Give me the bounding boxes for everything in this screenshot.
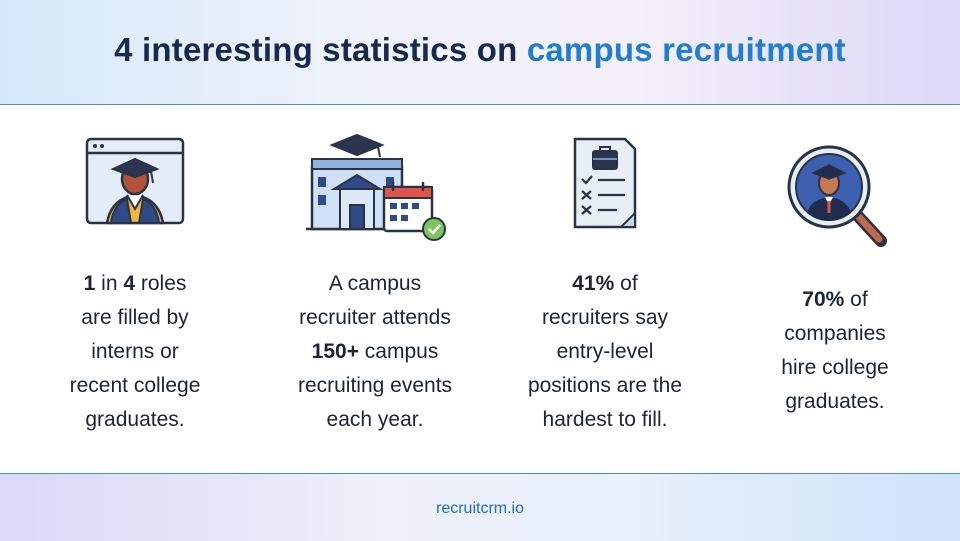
stat-line: recent college xyxy=(25,369,245,403)
stat-line: 150+ campus xyxy=(265,335,485,369)
stat-line: graduates. xyxy=(725,385,945,419)
job-checklist-icon xyxy=(573,137,637,229)
stat-run: campus xyxy=(358,340,439,363)
stat-run: roles xyxy=(135,272,187,295)
stat-run: recruiter attends xyxy=(299,306,451,329)
page-title: 4 interesting statistics on campus recru… xyxy=(114,31,846,69)
stat-run: graduates. xyxy=(85,408,185,431)
stat-line: interns or xyxy=(25,335,245,369)
stat-run: hire college xyxy=(781,356,889,379)
stat-text: 70% of companies hire college graduates. xyxy=(725,283,945,419)
stat-run: recruiters say xyxy=(541,306,669,329)
graduate-profile-icon xyxy=(85,137,185,225)
stat-highlight: 1 xyxy=(83,272,96,295)
stat-line: hire college xyxy=(725,351,945,385)
stat-run: of xyxy=(844,288,868,311)
stat-line: recruiting events xyxy=(265,369,485,403)
stat-highlight: 70% xyxy=(802,288,845,311)
stat-card-2: A campus recruiter attends 150+ campus recr… xyxy=(265,105,485,473)
stat-run: entry-level xyxy=(556,340,654,363)
stat-run: of xyxy=(614,272,638,295)
stat-card-1: 1 in 4 roles are filled by interns or recen… xyxy=(25,105,245,473)
stat-run: hardest to fill. xyxy=(542,408,668,431)
stat-line: are filled by xyxy=(25,301,245,335)
stat-text: 41% of recruiters say entry-level positions… xyxy=(495,267,715,437)
stat-line: A campus xyxy=(265,267,485,301)
stat-line: each year. xyxy=(265,403,485,437)
stat-line: 41% of xyxy=(495,267,715,301)
stat-run: each year. xyxy=(326,408,424,431)
stat-run: positions are the xyxy=(527,374,683,397)
stat-line: positions are the xyxy=(495,369,715,403)
stat-line: 70% of xyxy=(725,283,945,317)
stat-run: recent college xyxy=(69,374,201,397)
stat-run: are filled by xyxy=(81,306,189,329)
stat-run: graduates. xyxy=(785,390,885,413)
stat-card-4: 70% of companies hire college graduates. xyxy=(725,105,945,473)
stat-line: recruiter attends xyxy=(265,301,485,335)
stat-run: interns or xyxy=(91,340,179,363)
stat-card-3: 41% of recruiters say entry-level positions… xyxy=(495,105,715,473)
stat-line: graduates. xyxy=(25,403,245,437)
stat-line: companies xyxy=(725,317,945,351)
stat-highlight: 150+ xyxy=(311,340,359,363)
stat-line: recruiters say xyxy=(495,301,715,335)
stat-text: 1 in 4 roles are filled by interns or recen… xyxy=(25,267,245,437)
stat-highlight: 41% xyxy=(572,272,615,295)
stat-run: A campus xyxy=(328,272,422,295)
stat-line: entry-level xyxy=(495,335,715,369)
campus-calendar-icon xyxy=(306,133,446,241)
stat-run: in xyxy=(95,272,124,295)
stat-run: recruiting events xyxy=(297,374,453,397)
title-prefix: 4 interesting statistics on xyxy=(114,31,527,68)
stat-text: A campus recruiter attends 150+ campus recr… xyxy=(265,267,485,437)
stats-section: 1 in 4 roles are filled by interns or recen… xyxy=(0,105,960,473)
stat-line: hardest to fill. xyxy=(495,403,715,437)
header-banner: 4 interesting statistics on campus recru… xyxy=(0,0,960,105)
stat-run: companies xyxy=(784,322,886,345)
magnifier-graduate-icon xyxy=(787,145,887,247)
footer-url[interactable]: recruitcrm.io xyxy=(435,499,524,517)
stat-line: 1 in 4 roles xyxy=(25,267,245,301)
footer-banner: recruitcrm.io xyxy=(0,473,960,541)
title-accent: campus recruitment xyxy=(526,31,846,68)
stat-highlight: 4 xyxy=(123,272,136,295)
